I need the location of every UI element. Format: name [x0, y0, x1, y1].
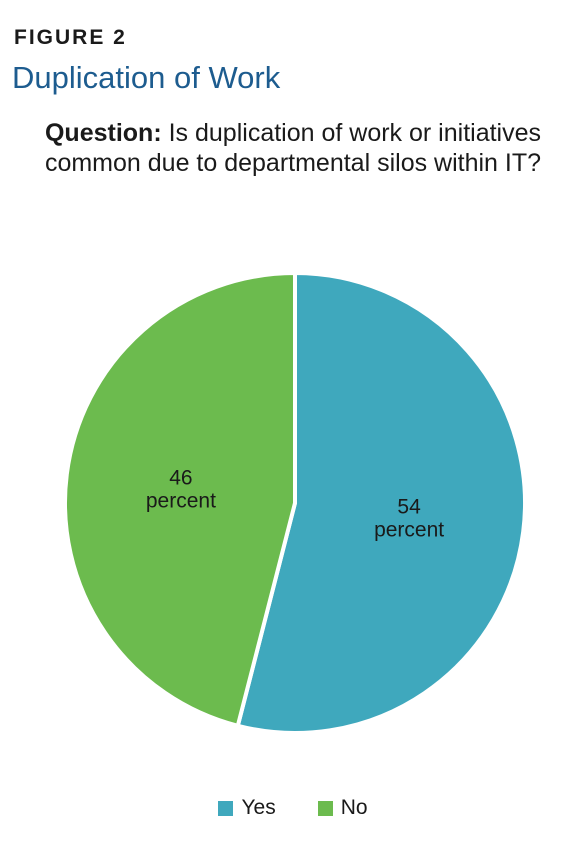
figure-title: Duplication of Work [12, 60, 281, 95]
legend-label-no: No [340, 796, 368, 819]
chart-legend: Yes No [0, 796, 586, 820]
legend-item-no: No [317, 796, 368, 820]
pie-slice-no [63, 271, 297, 728]
legend-swatch-yes [218, 800, 234, 816]
legend-label-yes: Yes [241, 796, 276, 819]
figure-label: FIGURE 2 [14, 26, 127, 49]
legend-swatch-no [317, 800, 333, 816]
pie-label-unit-yes: percent [374, 518, 444, 541]
pie-slice-yes [235, 271, 527, 735]
question-text: Is duplication of work or initiatives co… [44, 119, 542, 177]
question-lead: Question: [44, 119, 162, 147]
pie-label-value-yes: 54 [397, 495, 421, 518]
legend-item-yes: Yes [218, 796, 276, 820]
pie-label-unit-no: percent [146, 490, 216, 513]
pie-label-value-no: 46 [169, 467, 192, 490]
chart-question: Question: Is duplication of work or init… [20, 118, 566, 178]
